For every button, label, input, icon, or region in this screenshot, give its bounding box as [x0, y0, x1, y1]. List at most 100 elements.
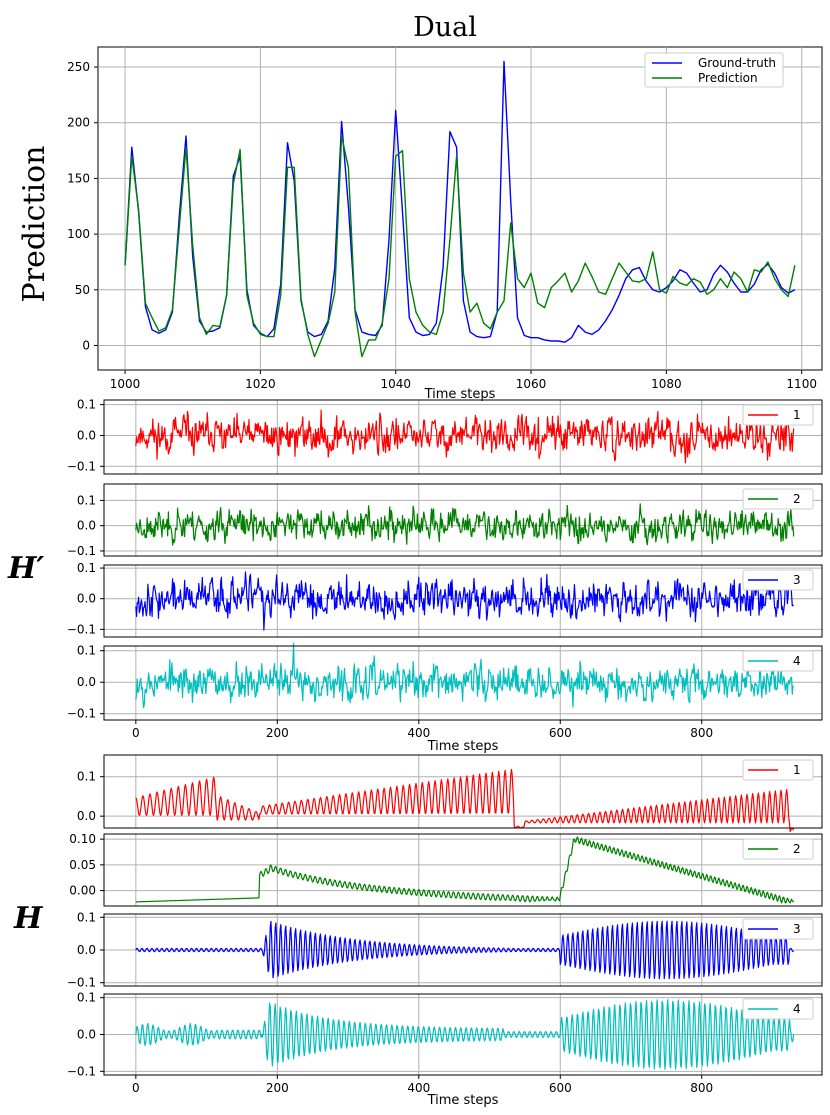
- x-tick-label: 1040: [380, 377, 411, 391]
- legend-label: 3: [793, 573, 801, 587]
- h-prime-legend-3: 3: [742, 569, 814, 591]
- h-series-line-1: [135, 768, 795, 833]
- y-tick-label: 0.0: [77, 519, 96, 533]
- x-tick-label: 1060: [516, 377, 547, 391]
- x-tick-label: 600: [549, 726, 572, 740]
- x-tick-label: 800: [690, 726, 713, 740]
- h-legend-1: 1: [742, 759, 814, 781]
- x-tick-label: 800: [690, 1081, 713, 1095]
- y-tick-label: −0.1: [67, 622, 96, 636]
- h-panel-frame: [103, 754, 823, 829]
- x-tick-label: 1100: [786, 377, 817, 391]
- legend-label: 1: [793, 763, 801, 777]
- y-tick-label: −0.1: [67, 707, 96, 721]
- h-prime-legend-2: 2: [742, 488, 814, 510]
- y-tick-label: 0.1: [77, 398, 96, 412]
- h-series-line-2: [135, 836, 795, 904]
- series-line-prediction: [124, 135, 796, 358]
- prediction-y-axis-label: Prediction: [17, 146, 52, 303]
- legend-label: 4: [793, 654, 801, 668]
- h-panel-frame: [103, 993, 823, 1076]
- legend-label-prediction: Prediction: [698, 71, 758, 85]
- h-legend-2: 2: [742, 838, 814, 860]
- y-tick-label: 0.1: [77, 644, 96, 658]
- y-tick-label: 0: [82, 338, 90, 352]
- y-tick-label: 0.0: [77, 809, 96, 823]
- h-prime-panel-4: −0.1 0.0 0.1 4 0 200 400 600 800: [67, 642, 823, 740]
- prediction-chart: 1000 1020 1040 1060 1080 1100 0 50 100 150 200 250…: [17, 46, 823, 402]
- x-tick-label: 1080: [651, 377, 682, 391]
- y-tick-label: −0.1: [67, 976, 96, 990]
- y-tick-label: 0.1: [77, 561, 96, 575]
- y-tick-label: −0.1: [67, 459, 96, 473]
- y-tick-label: 0.0: [77, 592, 96, 606]
- h-prime-group-label: H′: [7, 551, 44, 586]
- h-group-label: H: [13, 901, 44, 936]
- h-prime-legend-4: 4: [742, 650, 814, 672]
- h-series-line-3: [135, 920, 794, 980]
- x-tick-label: 400: [407, 1081, 430, 1095]
- h-prime-panel-frame: [103, 645, 823, 721]
- y-tick-label: 0.1: [77, 493, 96, 507]
- x-tick-label: 1020: [245, 377, 276, 391]
- y-tick-label: 0.0: [77, 428, 96, 442]
- legend-label: 2: [793, 842, 801, 856]
- y-tick-label: 0.1: [77, 991, 96, 1005]
- y-tick-label: 0.0: [77, 1028, 96, 1042]
- h-prime-legend-1: 1: [742, 404, 814, 426]
- h-panel-3: −0.1 0.0 0.1 3: [67, 910, 823, 990]
- h-prime-series-line-2: [135, 503, 795, 546]
- h-prime-x-axis-label: Time steps: [427, 739, 499, 754]
- h-panel-4: −0.1 0.0 0.1 4 0 200 400 600 800: [67, 991, 823, 1095]
- h-x-axis-label: Time steps: [427, 1093, 499, 1108]
- h-prime-series-line-1: [135, 409, 795, 464]
- x-tick-label: 0: [132, 1081, 140, 1095]
- y-tick-label: 250: [67, 60, 90, 74]
- prediction-series: [124, 60, 796, 358]
- h-panel-1: 0.0 0.1 1: [77, 754, 823, 833]
- y-tick-label: 50: [75, 283, 90, 297]
- h-prime-panel-frame: [103, 399, 823, 475]
- legend-label: 1: [793, 408, 801, 422]
- y-tick-label: 0.1: [77, 770, 96, 784]
- y-tick-label: 0.10: [69, 832, 96, 846]
- prediction-chart-frame: [97, 46, 823, 371]
- h-panel-frame: [103, 833, 823, 907]
- x-tick-label: 400: [407, 726, 430, 740]
- h-prime-panels: −0.1 0.0 0.1 1 −0.1 0.0 0.1 2 −0.1 0.0 0.1 3 −0.1 0.0…: [67, 398, 823, 740]
- legend-label: 2: [793, 492, 801, 506]
- y-tick-label: −0.1: [67, 544, 96, 558]
- y-tick-label: 0.00: [69, 884, 96, 898]
- prediction-legend: Ground-truth Prediction: [644, 52, 784, 88]
- h-panel-2: 0.00 0.05 0.10 2: [69, 832, 823, 907]
- y-tick-label: 0.05: [69, 858, 96, 872]
- h-prime-panel-frame: [103, 564, 823, 638]
- legend-label-ground-truth: Ground-truth: [698, 56, 776, 70]
- y-tick-label: 0.0: [77, 943, 96, 957]
- y-tick-label: 200: [67, 116, 90, 130]
- h-prime-panel-1: −0.1 0.0 0.1 1: [67, 398, 823, 475]
- y-tick-label: 150: [67, 171, 90, 185]
- h-prime-panel-frame: [103, 483, 823, 557]
- h-prime-series-line-3: [135, 571, 795, 631]
- h-panels: 0.00.1 10.000.050.102−0.10.00.13−0.10.00.…: [67, 754, 823, 1095]
- h-panel-frame: [103, 913, 823, 987]
- y-tick-label: 0.1: [77, 910, 96, 924]
- legend-label: 4: [793, 1002, 801, 1016]
- prediction-y-ticks: 0 50 100 150 200 250: [67, 60, 98, 352]
- x-tick-label: 1000: [110, 377, 141, 391]
- x-tick-label: 200: [266, 1081, 289, 1095]
- y-tick-label: 0.0: [77, 675, 96, 689]
- x-tick-label: 600: [549, 1081, 572, 1095]
- prediction-x-axis-label: Time steps: [424, 387, 496, 402]
- h-series-line-4: [135, 999, 795, 1070]
- h-prime-panel-3: −0.1 0.0 0.1 3: [67, 561, 823, 638]
- x-tick-label: 200: [266, 726, 289, 740]
- legend-label: 3: [793, 922, 801, 936]
- prediction-x-ticks: 1000 1020 1040 1060 1080 1100: [110, 370, 817, 391]
- chart-title: Dual: [413, 12, 477, 43]
- x-tick-label: 0: [132, 726, 140, 740]
- h-prime-series-line-4: [135, 642, 794, 709]
- h-legend-4: 4: [742, 998, 814, 1020]
